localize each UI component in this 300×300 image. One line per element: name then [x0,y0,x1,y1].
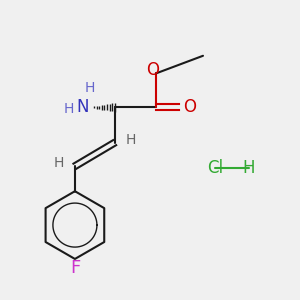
Text: H: H [126,133,136,147]
Text: Cl: Cl [207,159,223,177]
Text: N: N [76,98,88,116]
Text: H: H [53,156,64,170]
Text: O: O [146,61,159,80]
Text: H: H [85,81,95,95]
Text: F: F [70,259,80,277]
Text: H: H [64,102,74,116]
Text: O: O [183,98,196,116]
Text: H: H [242,159,255,177]
